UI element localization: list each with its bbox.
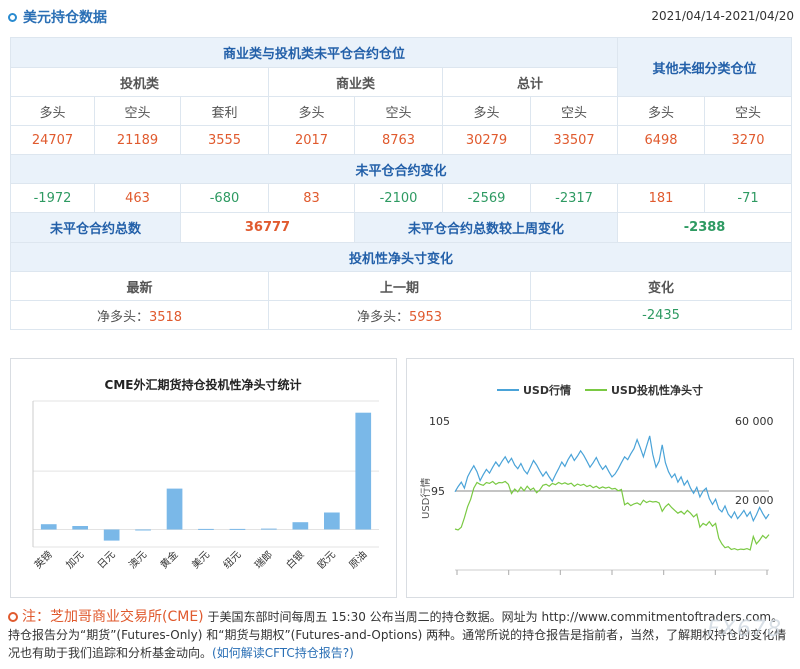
net-latest-label: 净多头： — [96, 309, 149, 325]
right-tick-label: 60 000 — [735, 415, 774, 428]
position-value: 30279 — [442, 125, 531, 155]
net-prev-cell: 净多头：5953 — [268, 300, 531, 330]
change-value: -2100 — [354, 183, 443, 213]
bar-纽元 — [229, 528, 246, 530]
bar-category-label: 欧元 — [315, 549, 338, 572]
watermark-logo: FX678 — [707, 617, 782, 642]
col-header: 多头 — [442, 96, 531, 126]
bar-category-label: 澳元 — [126, 548, 149, 571]
usd-net-position-line — [454, 480, 770, 551]
net-prev-label: 净多头： — [356, 309, 409, 325]
oi-change-label: 未平仓合约总数较上周变化 — [353, 212, 619, 243]
net-header-latest: 最新 — [10, 271, 269, 301]
oi-total-value: 36777 — [180, 212, 355, 243]
date-range: 2021/04/14-2021/04/20 — [651, 9, 794, 23]
change-value: -2317 — [529, 183, 619, 213]
bar-加元 — [72, 526, 88, 530]
position-value: 33507 — [529, 125, 619, 155]
bar-category-label: 纽元 — [220, 548, 243, 571]
bar-原油 — [355, 412, 372, 530]
net-prev-value: 5953 — [408, 309, 443, 325]
group-total: 总计 — [441, 67, 619, 97]
page-header: 美元持仓数据 2021/04/14-2021/04/20 — [0, 0, 800, 30]
bar-category-label: 美元 — [189, 548, 212, 571]
circle-icon — [8, 12, 17, 22]
cot-table: 商业类与投机类未平仓合约仓位 其他未细分类仓位 投机类 商业类 总计 多头 空头… — [9, 37, 793, 330]
bar-category-label: 加元 — [64, 549, 87, 572]
left-tick-label: 105 — [429, 415, 450, 428]
footer-note: 注：芝加哥商业交易所(CME) 于美国东部时间每周五 15:30 公布当周二的持… — [8, 608, 793, 662]
position-value: 24707 — [10, 125, 95, 155]
col-header: 空头 — [704, 96, 793, 126]
position-value: 3555 — [180, 125, 269, 155]
bar-英镑 — [40, 524, 57, 530]
bar-category-label: 原油 — [346, 548, 369, 571]
section-net-title: 投机性净头寸变化 — [9, 242, 793, 272]
net-header-change: 变化 — [529, 271, 793, 301]
note-label: 注： — [22, 609, 50, 625]
group-commercial: 商业类 — [268, 67, 443, 97]
net-header-prev: 上一期 — [268, 271, 531, 301]
note-source: 芝加哥商业交易所(CME) — [50, 609, 204, 625]
position-value: 3270 — [704, 125, 793, 155]
bar-黄金 — [166, 488, 183, 530]
change-value: -680 — [180, 183, 269, 213]
note-circle-icon — [8, 612, 18, 622]
bar-category-label: 英镑 — [31, 548, 54, 571]
note-text: 于美国东部时间每周五 15:30 公布当周二的持仓数据。网址为 http://w… — [8, 610, 787, 660]
oi-change-value: -2388 — [617, 212, 793, 243]
bar-chart-title: CME外汇期货持仓投机性净头寸统计 — [105, 377, 302, 392]
col-header: 多头 — [268, 96, 355, 126]
bar-澳元 — [135, 529, 151, 531]
col-header: 套利 — [180, 96, 269, 126]
group-speculative: 投机类 — [10, 67, 269, 97]
change-value: -2569 — [442, 183, 531, 213]
legend-usd-price[interactable]: USD行情 — [523, 383, 571, 397]
cftc-guide-link[interactable]: (如何解读CFTC持仓报告?) — [212, 646, 354, 660]
bar-category-label: 日元 — [96, 549, 118, 571]
bar-chart: CME外汇期货持仓投机性净头寸统计 英镑 加元 日元 澳元 黄金 美元 纽元 瑞郎 白银 欧元 原油 — [31, 377, 379, 572]
change-value: 83 — [268, 183, 355, 213]
net-change-value: -2435 — [529, 300, 793, 330]
bar-日元 — [103, 529, 120, 541]
net-latest-value: 3518 — [148, 309, 183, 325]
position-value: 2017 — [268, 125, 355, 155]
bar-瑞郎 — [261, 528, 277, 530]
change-value: 463 — [94, 183, 181, 213]
section-main-title: 商业类与投机类未平仓合约仓位 — [9, 37, 619, 68]
left-axis-label: USD行情 — [419, 478, 432, 519]
col-header: 空头 — [354, 96, 443, 126]
bar-chart-panel: CME外汇期货持仓投机性净头寸统计 英镑 加元 日元 澳元 黄金 美元 纽元 瑞郎 白银 欧元 原油 — [10, 358, 397, 598]
col-header: 空头 — [94, 96, 181, 126]
bar-category-label: 白银 — [283, 548, 306, 571]
legend-usd-net[interactable]: USD投机性净头寸 — [611, 383, 703, 397]
title-wrap: 美元持仓数据 — [8, 7, 107, 27]
bar-欧元 — [324, 512, 340, 530]
position-value: 6498 — [617, 125, 706, 155]
col-header: 多头 — [10, 96, 95, 126]
col-header: 多头 — [617, 96, 706, 126]
right-tick-label: 20 000 — [735, 494, 774, 507]
section-other-title: 其他未细分类仓位 — [617, 37, 793, 97]
change-value: -1972 — [10, 183, 95, 213]
bar-白银 — [292, 522, 309, 530]
bar-美元 — [198, 528, 214, 530]
oi-total-label: 未平仓合约总数 — [10, 212, 181, 243]
page-title: 美元持仓数据 — [23, 10, 107, 26]
section-change-title: 未平仓合约变化 — [9, 154, 793, 184]
change-value: 181 — [617, 183, 706, 213]
bar-category-label: 黄金 — [157, 548, 180, 571]
bar-category-label: 瑞郎 — [252, 548, 275, 571]
usd-price-line — [454, 435, 770, 523]
col-header: 空头 — [529, 96, 619, 126]
net-latest-cell: 净多头：3518 — [10, 300, 269, 330]
change-value: -71 — [704, 183, 793, 213]
line-chart: USD行情 USD投机性净头寸 105 95 60 000 20 000 USD… — [419, 383, 774, 575]
position-value: 8763 — [354, 125, 443, 155]
position-value: 21189 — [94, 125, 181, 155]
line-chart-panel: USD行情 USD投机性净头寸 105 95 60 000 20 000 USD… — [406, 358, 794, 598]
left-tick-label: 95 — [431, 485, 445, 498]
